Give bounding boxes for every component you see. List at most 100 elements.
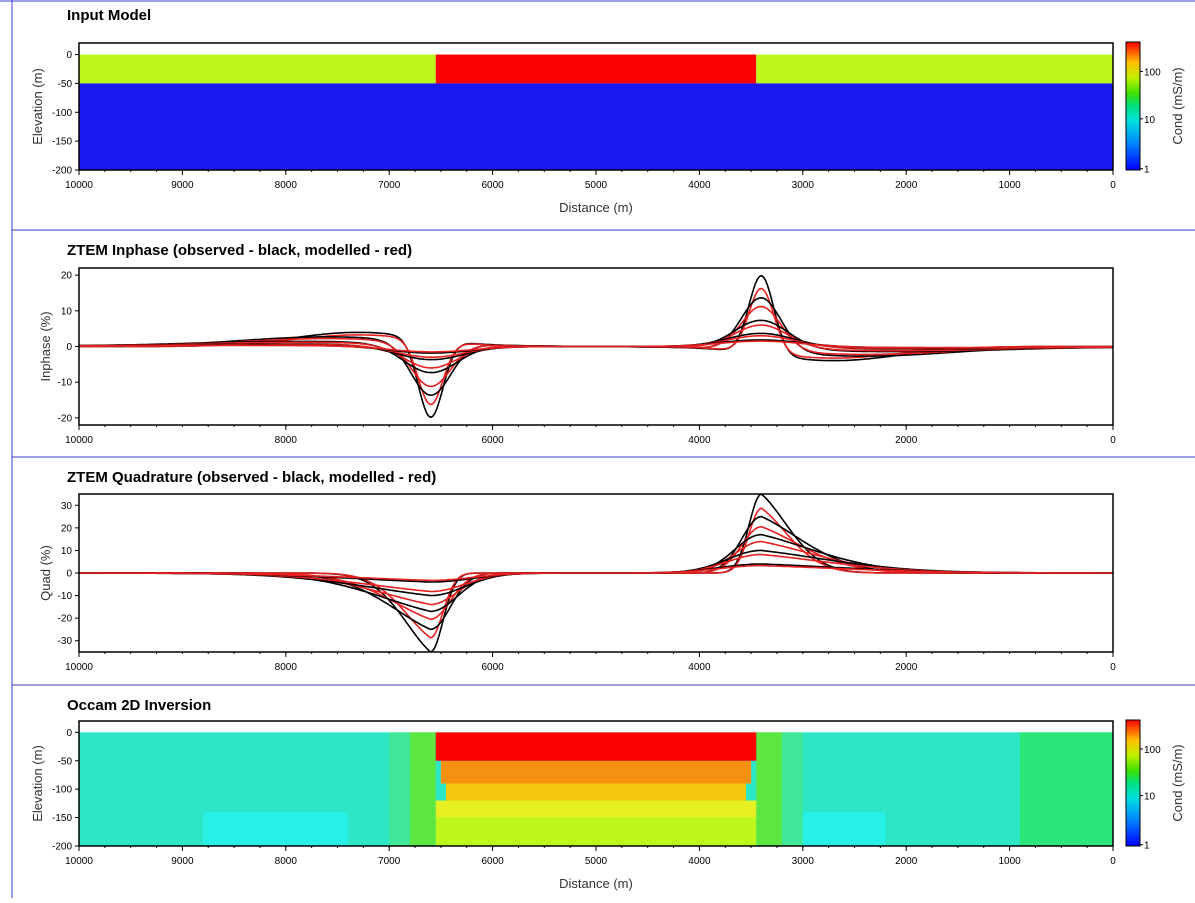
- y-axis-label: Elevation (m): [30, 745, 45, 822]
- y-tick-label: -150: [52, 813, 72, 824]
- x-tick-label: 5000: [585, 856, 608, 867]
- x-tick-label: 3000: [792, 856, 815, 867]
- y-tick-label: -10: [58, 591, 73, 602]
- y-tick-label: -20: [58, 413, 73, 424]
- model-cell: [409, 732, 436, 846]
- modelled-curve: [79, 564, 1113, 582]
- x-tick-label: 4000: [688, 180, 711, 191]
- x-tick-label: 6000: [481, 435, 504, 446]
- y-tick-label: 10: [61, 306, 73, 317]
- y-tick-label: 20: [61, 271, 73, 282]
- x-tick-label: 10000: [65, 856, 93, 867]
- x-tick-label: 10000: [65, 435, 93, 446]
- x-axis-label: Distance (m): [559, 200, 633, 215]
- model-cell: [756, 54, 1113, 84]
- x-tick-label: 7000: [378, 856, 401, 867]
- y-tick-label: -200: [52, 842, 72, 853]
- x-axis-label: Distance (m): [559, 876, 633, 891]
- y-tick-label: 0: [66, 342, 72, 353]
- x-tick-label: 2000: [895, 435, 918, 446]
- y-axis-label: Inphase (%): [38, 311, 53, 381]
- x-tick-label: 8000: [275, 856, 298, 867]
- y-tick-label: 10: [61, 546, 73, 557]
- panel-title: Occam 2D Inversion: [67, 697, 211, 714]
- y-tick-label: -200: [52, 166, 72, 177]
- x-tick-label: 0: [1110, 856, 1116, 867]
- x-tick-label: 6000: [481, 856, 504, 867]
- model-cell: [389, 732, 410, 846]
- modelled-curve: [79, 340, 1113, 353]
- y-tick-label: -100: [52, 785, 72, 796]
- y-tick-label: 0: [66, 728, 72, 739]
- curves: [79, 494, 1113, 652]
- x-tick-label: 2000: [895, 180, 918, 191]
- y-tick-label: 0: [66, 50, 72, 61]
- model-cell: [435, 54, 757, 84]
- model-cell: [446, 783, 746, 801]
- curves: [79, 274, 1113, 419]
- x-tick-label: 1000: [998, 180, 1021, 191]
- x-tick-label: 9000: [171, 180, 194, 191]
- colorbar-tick-label: 100: [1144, 67, 1161, 78]
- panel-title: ZTEM Inphase (observed - black, modelled…: [67, 242, 412, 259]
- model-cell: [435, 732, 757, 761]
- colorbar-label: Cond (mS/m): [1170, 744, 1185, 821]
- x-tick-label: 4000: [688, 662, 711, 673]
- x-tick-label: 8000: [275, 435, 298, 446]
- y-axis-label: Quad (%): [38, 545, 53, 601]
- x-tick-label: 4000: [688, 856, 711, 867]
- y-axis-label: Elevation (m): [30, 68, 45, 145]
- model-cell: [79, 54, 436, 84]
- y-tick-label: -50: [58, 79, 73, 90]
- y-tick-label: -10: [58, 378, 73, 389]
- colorbar: [1125, 41, 1141, 171]
- x-tick-label: 4000: [688, 435, 711, 446]
- x-tick-label: 0: [1110, 180, 1116, 191]
- y-tick-label: 20: [61, 523, 73, 534]
- line-panel: ZTEM Inphase (observed - black, modelled…: [38, 242, 1116, 446]
- x-tick-label: 2000: [895, 662, 918, 673]
- y-tick-label: 30: [61, 501, 73, 512]
- x-tick-label: 1000: [998, 856, 1021, 867]
- x-tick-label: 8000: [275, 662, 298, 673]
- y-tick-label: 0: [66, 569, 72, 580]
- x-tick-label: 5000: [585, 180, 608, 191]
- colorbar-tick-label: 100: [1144, 745, 1161, 756]
- colorbar-tick-label: 10: [1144, 115, 1156, 126]
- model-cell: [756, 732, 783, 846]
- y-tick-label: -100: [52, 108, 72, 119]
- model-cell: [782, 732, 803, 846]
- y-tick-label: -50: [58, 756, 73, 767]
- colorbar: [1125, 719, 1141, 847]
- panel-title: Input Model: [67, 7, 151, 24]
- model-cell: [435, 817, 757, 846]
- x-tick-label: 9000: [171, 856, 194, 867]
- x-tick-label: 3000: [792, 180, 815, 191]
- model-cell: [1019, 732, 1113, 846]
- model-cell: [79, 83, 1113, 170]
- x-tick-label: 7000: [378, 180, 401, 191]
- colorbar-tick-label: 1: [1144, 841, 1150, 852]
- x-tick-label: 10000: [65, 180, 93, 191]
- x-tick-label: 0: [1110, 435, 1116, 446]
- colorbar-tick-label: 10: [1144, 792, 1156, 803]
- x-tick-label: 8000: [275, 180, 298, 191]
- x-tick-label: 0: [1110, 662, 1116, 673]
- y-tick-label: -30: [58, 636, 73, 647]
- panel-title: ZTEM Quadrature (observed - black, model…: [67, 469, 436, 486]
- y-tick-label: -20: [58, 614, 73, 625]
- x-tick-label: 6000: [481, 180, 504, 191]
- colorbar-tick-label: 1: [1144, 165, 1150, 176]
- model-cell: [203, 811, 348, 846]
- x-tick-label: 6000: [481, 662, 504, 673]
- x-tick-label: 2000: [895, 856, 918, 867]
- model-cell: [440, 760, 752, 784]
- line-panel: ZTEM Quadrature (observed - black, model…: [38, 469, 1116, 673]
- x-tick-label: 10000: [65, 662, 93, 673]
- model-cell: [802, 811, 886, 846]
- y-tick-label: -150: [52, 137, 72, 148]
